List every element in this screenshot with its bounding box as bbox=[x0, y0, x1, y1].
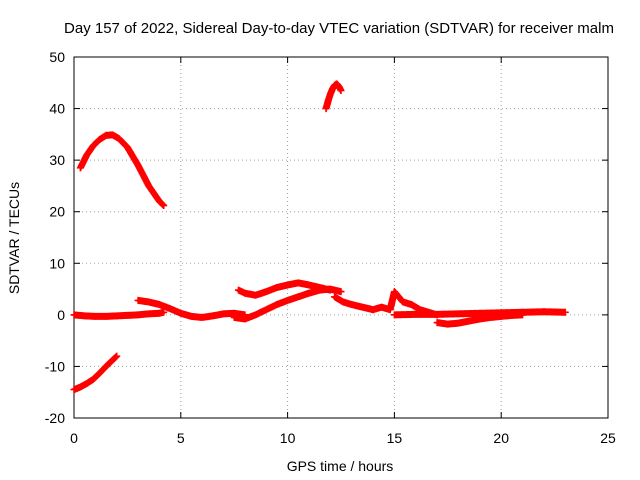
series-trace bbox=[322, 80, 344, 111]
x-tick-label: 5 bbox=[177, 430, 185, 446]
plot-frame bbox=[73, 56, 609, 419]
series-arc-j bbox=[390, 308, 569, 319]
y-tick-label: -20 bbox=[45, 410, 65, 426]
data-layer bbox=[70, 80, 569, 394]
series-arc-c bbox=[70, 352, 121, 394]
series-arc-a bbox=[76, 131, 168, 210]
series-trace bbox=[71, 309, 167, 320]
y-tick-label: 10 bbox=[49, 255, 65, 271]
y-tick-label: 30 bbox=[49, 152, 65, 168]
x-tick-label: 0 bbox=[70, 430, 78, 446]
x-axis-label: GPS time / hours bbox=[287, 458, 394, 474]
series-trace bbox=[392, 308, 568, 319]
series-trace bbox=[77, 131, 167, 209]
y-tick-label: 50 bbox=[49, 49, 65, 65]
series-trace bbox=[236, 279, 333, 299]
y-tick-label: -10 bbox=[45, 358, 65, 374]
series-arc-e bbox=[134, 296, 249, 321]
x-tick-label: 20 bbox=[493, 430, 509, 446]
series-trace bbox=[135, 297, 248, 321]
series-arc-b bbox=[322, 80, 345, 113]
x-tick-label: 15 bbox=[387, 430, 403, 446]
y-axis-label: SDTVAR / TECUs bbox=[6, 182, 22, 294]
x-tick-label: 25 bbox=[600, 430, 616, 446]
y-tick-label: 0 bbox=[57, 307, 65, 323]
series-trace bbox=[332, 289, 440, 319]
x-tick-label: 10 bbox=[280, 430, 296, 446]
grid-layer bbox=[74, 57, 608, 418]
axis-layer bbox=[73, 56, 609, 419]
series-arc-d bbox=[70, 308, 168, 320]
series-arc-g bbox=[234, 279, 334, 299]
y-tick-label: 20 bbox=[49, 204, 65, 220]
tick-label-layer: 0 5 10 15 20 25 -20 -10 0 10 20 30 40 50 bbox=[45, 49, 616, 446]
chart-title: Day 157 of 2022, Sidereal Day-to-day VTE… bbox=[64, 20, 614, 37]
y-tick-label: 40 bbox=[49, 101, 65, 117]
series-trace bbox=[71, 353, 120, 393]
series-arc-h bbox=[331, 288, 441, 319]
